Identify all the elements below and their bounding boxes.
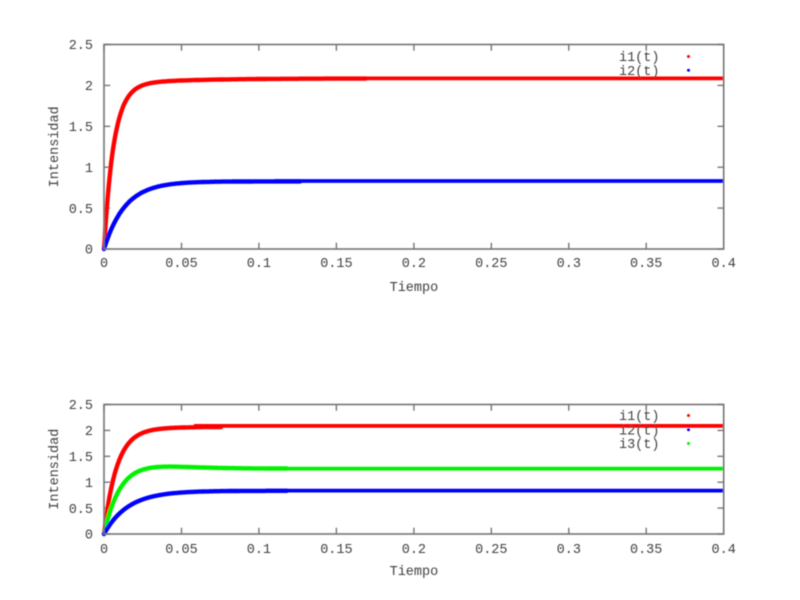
svg-text:0.35: 0.35 (630, 543, 662, 558)
svg-text:0.4: 0.4 (712, 543, 736, 558)
svg-text:i3(t): i3(t) (619, 438, 660, 453)
svg-text:0.3: 0.3 (557, 257, 581, 272)
svg-text:0.25: 0.25 (475, 257, 507, 272)
svg-text:1: 1 (85, 477, 93, 492)
svg-text:0.35: 0.35 (630, 257, 662, 272)
svg-text:Intensidad: Intensidad (48, 106, 63, 187)
svg-text:Intensidad: Intensidad (48, 429, 63, 510)
svg-text:0: 0 (85, 244, 93, 259)
svg-text:2: 2 (85, 425, 93, 440)
svg-text:0.25: 0.25 (475, 543, 507, 558)
svg-text:i2(t): i2(t) (619, 65, 660, 80)
svg-text:0.5: 0.5 (69, 503, 93, 518)
svg-text:1.5: 1.5 (69, 451, 93, 466)
svg-text:0.5: 0.5 (69, 203, 93, 218)
svg-text:i1(t): i1(t) (619, 410, 660, 425)
svg-text:Tiempo: Tiempo (390, 565, 439, 580)
svg-text:i2(t): i2(t) (619, 424, 660, 439)
svg-text:0.3: 0.3 (557, 543, 581, 558)
svg-text:0.15: 0.15 (320, 543, 352, 558)
svg-text:0: 0 (100, 543, 108, 558)
svg-text:2.5: 2.5 (69, 399, 93, 414)
svg-text:0.1: 0.1 (247, 543, 271, 558)
svg-text:0.4: 0.4 (712, 257, 736, 272)
svg-text:0: 0 (100, 257, 108, 272)
svg-text:0.1: 0.1 (247, 257, 271, 272)
svg-text:0.05: 0.05 (165, 257, 197, 272)
svg-text:2.5: 2.5 (69, 39, 93, 54)
svg-text:1: 1 (85, 162, 93, 177)
svg-text:0.2: 0.2 (402, 257, 426, 272)
svg-text:0.2: 0.2 (402, 543, 426, 558)
svg-text:0.05: 0.05 (165, 543, 197, 558)
svg-text:0: 0 (85, 529, 93, 544)
svg-text:Tiempo: Tiempo (390, 281, 439, 296)
svg-text:2: 2 (85, 80, 93, 95)
svg-text:1.5: 1.5 (69, 121, 93, 136)
svg-text:i1(t): i1(t) (619, 51, 660, 66)
svg-text:0.15: 0.15 (320, 257, 352, 272)
